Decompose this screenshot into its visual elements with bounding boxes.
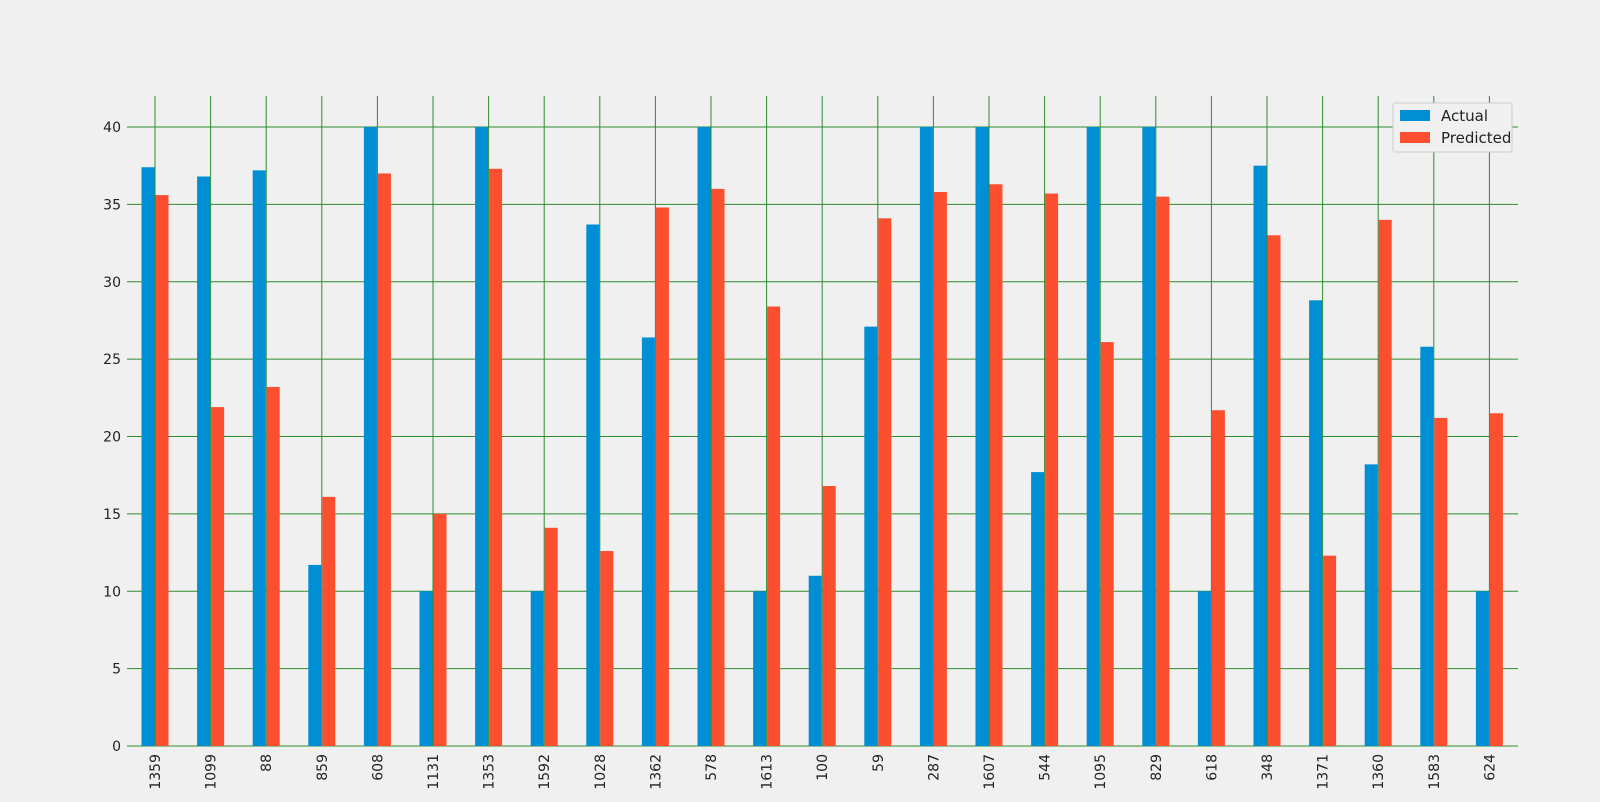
bar-actual-1095 bbox=[1086, 127, 1100, 746]
bar-actual-100 bbox=[808, 575, 822, 746]
bar-predicted-348 bbox=[1267, 235, 1281, 746]
bar-actual-1592 bbox=[530, 591, 544, 746]
bar-predicted-618 bbox=[1211, 410, 1225, 746]
x-tick-label: 1095 bbox=[1093, 754, 1109, 790]
bar-actual-1131 bbox=[419, 591, 433, 746]
legend-swatch-actual bbox=[1400, 110, 1430, 121]
grid bbox=[127, 96, 1518, 747]
x-tick-label: 1353 bbox=[482, 754, 498, 790]
bar-predicted-88 bbox=[266, 386, 280, 746]
x-tick-label: 88 bbox=[259, 754, 275, 772]
bar-actual-544 bbox=[1031, 472, 1045, 746]
bar-predicted-829 bbox=[1156, 196, 1170, 746]
x-tick-label: 618 bbox=[1204, 754, 1220, 781]
bar-predicted-100 bbox=[822, 486, 836, 746]
bar-predicted-1362 bbox=[655, 207, 669, 747]
x-tick-label: 1099 bbox=[204, 754, 220, 790]
x-tick-label: 578 bbox=[704, 754, 720, 781]
x-tick-label: 1028 bbox=[593, 754, 609, 790]
x-tick-label: 1371 bbox=[1316, 754, 1332, 790]
bar-actual-1028 bbox=[586, 224, 600, 746]
x-tick-label: 859 bbox=[315, 754, 331, 781]
x-tick-label: 348 bbox=[1260, 754, 1276, 781]
bar-predicted-1099 bbox=[211, 407, 225, 746]
bar-actual-1099 bbox=[197, 176, 211, 746]
x-tick-label: 1359 bbox=[148, 754, 164, 790]
bar-actual-59 bbox=[864, 326, 878, 746]
x-tick-label: 59 bbox=[871, 754, 887, 772]
x-tick-label: 1360 bbox=[1371, 754, 1387, 790]
bar-predicted-1359 bbox=[155, 195, 169, 747]
x-tick-label: 1362 bbox=[648, 754, 664, 790]
bar-actual-287 bbox=[919, 127, 933, 746]
y-tick-label: 30 bbox=[103, 275, 121, 291]
bar-predicted-1131 bbox=[433, 513, 447, 746]
y-tick-label: 0 bbox=[112, 739, 121, 755]
bars bbox=[141, 127, 1503, 747]
bar-actual-1607 bbox=[975, 127, 989, 746]
bar-actual-1362 bbox=[641, 337, 655, 746]
x-tick-label: 544 bbox=[1038, 754, 1054, 781]
bar-actual-624 bbox=[1475, 591, 1489, 746]
bar-predicted-1028 bbox=[600, 551, 614, 746]
y-tick-label: 5 bbox=[112, 662, 121, 678]
bar-predicted-578 bbox=[711, 188, 725, 746]
bar-predicted-608 bbox=[377, 173, 391, 747]
x-tick-label: 829 bbox=[1149, 754, 1165, 781]
x-tick-label: 624 bbox=[1482, 754, 1498, 781]
bar-predicted-59 bbox=[878, 218, 892, 747]
x-tick-label: 1613 bbox=[760, 754, 776, 790]
bar-actual-1613 bbox=[753, 591, 767, 746]
bar-actual-1583 bbox=[1420, 346, 1434, 746]
x-tick-label: 1131 bbox=[426, 754, 442, 790]
y-tick-label: 10 bbox=[103, 584, 121, 600]
x-tick-label: 287 bbox=[926, 754, 942, 781]
bar-predicted-544 bbox=[1045, 193, 1059, 747]
x-tick-label: 1583 bbox=[1427, 754, 1443, 790]
legend-label-predicted: Predicted bbox=[1441, 129, 1511, 147]
y-tick-label: 25 bbox=[103, 352, 121, 368]
bar-predicted-624 bbox=[1489, 413, 1503, 746]
x-tick-label: 1607 bbox=[982, 754, 998, 790]
bar-predicted-1607 bbox=[989, 184, 1003, 746]
y-tick-label: 40 bbox=[103, 120, 121, 136]
y-axis-ticks: 0 5 10 15 20 25 30 35 40 bbox=[103, 120, 121, 755]
bar-actual-618 bbox=[1197, 591, 1211, 746]
bar-predicted-1613 bbox=[767, 306, 781, 746]
y-tick-label: 15 bbox=[103, 507, 121, 523]
bar-actual-348 bbox=[1253, 165, 1267, 746]
bar-predicted-1592 bbox=[544, 527, 558, 746]
bar-predicted-1360 bbox=[1378, 219, 1392, 747]
legend: Actual Predicted bbox=[1392, 102, 1513, 153]
bar-predicted-1583 bbox=[1434, 417, 1448, 746]
x-axis-ticks: 1359 1099 88 859 608 1131 1353 1592 1028 1362 578 1… bbox=[148, 754, 1498, 790]
x-tick-label: 100 bbox=[815, 754, 831, 781]
bar-predicted-1095 bbox=[1100, 342, 1114, 746]
x-tick-label: 1592 bbox=[537, 754, 553, 790]
bar-actual-859 bbox=[308, 564, 322, 746]
bar-actual-829 bbox=[1142, 127, 1156, 746]
x-tick-label: 608 bbox=[370, 754, 386, 781]
bar-predicted-859 bbox=[322, 496, 336, 746]
legend-label-actual: Actual bbox=[1441, 107, 1488, 125]
bar-actual-608 bbox=[363, 127, 377, 746]
bar-actual-1360 bbox=[1364, 464, 1378, 746]
bar-actual-1353 bbox=[475, 127, 489, 746]
bar-predicted-1371 bbox=[1323, 555, 1337, 746]
y-tick-label: 35 bbox=[103, 197, 121, 213]
bar-predicted-1353 bbox=[489, 168, 503, 747]
bar-predicted-287 bbox=[933, 191, 947, 746]
bar-actual-1371 bbox=[1309, 300, 1323, 746]
bar-actual-88 bbox=[252, 170, 266, 746]
y-tick-label: 20 bbox=[103, 430, 121, 446]
bar-actual-1359 bbox=[141, 167, 155, 747]
legend-swatch-predicted bbox=[1400, 132, 1430, 143]
bar-actual-578 bbox=[697, 127, 711, 746]
